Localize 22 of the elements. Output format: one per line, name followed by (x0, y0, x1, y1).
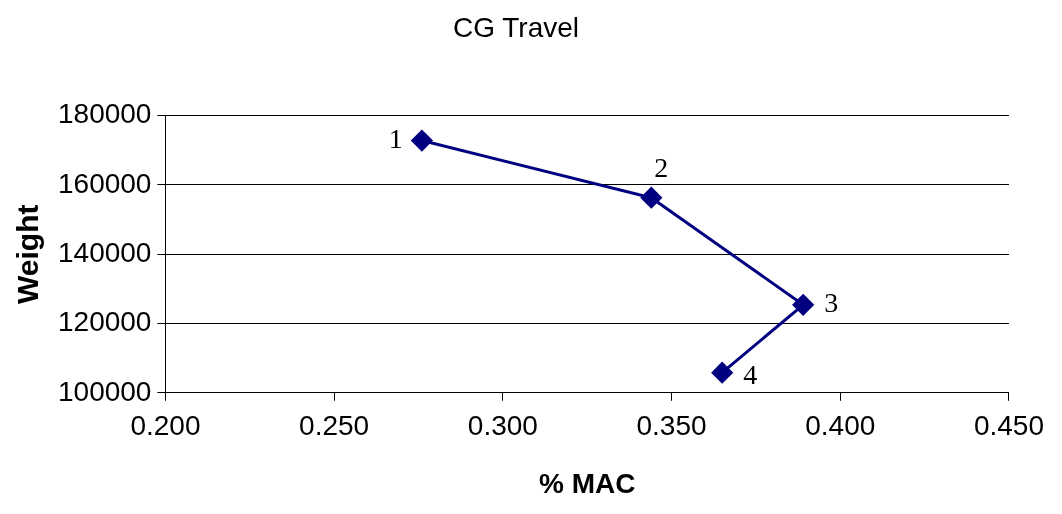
chart-title: CG Travel (452, 11, 580, 43)
x-axis-title: % MAC (538, 467, 636, 499)
x-tick-label: 0.200 (130, 410, 201, 442)
point (640, 187, 662, 209)
point (792, 294, 814, 316)
annotation: 1 (388, 122, 403, 154)
y-tick-label: 140000 (58, 236, 152, 268)
x-tick-label: 0.450 (973, 410, 1044, 442)
y-tick-label: 180000 (58, 98, 152, 130)
point (711, 362, 733, 384)
y-tick-label: 160000 (58, 167, 152, 199)
annotation: 2 (654, 152, 669, 184)
x-tick-label: 0.400 (805, 410, 876, 442)
y-tick-label: 100000 (58, 375, 152, 407)
annotation: 4 (743, 359, 758, 391)
point (411, 130, 433, 152)
x-tick-label: 0.300 (467, 410, 538, 442)
x-tick-label: 0.350 (636, 410, 707, 442)
x-tick-label: 0.250 (299, 410, 370, 442)
y-axis-title: Weight (11, 204, 45, 304)
annotation: 3 (824, 287, 839, 319)
y-tick-label: 120000 (58, 306, 152, 338)
